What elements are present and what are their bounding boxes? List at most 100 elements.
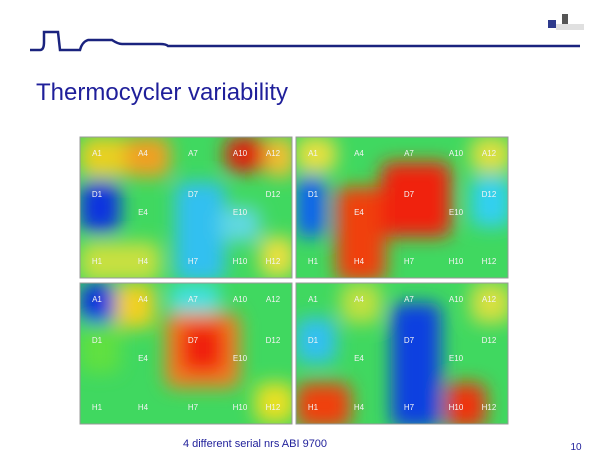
heatmap <box>80 137 292 278</box>
heatmap-panel: A1 A4 A7 A10 A12 D1 E4 D7 E10 D12 H1 H4 H7 H10 H12 <box>79 136 293 279</box>
well-label: H12 <box>266 403 281 412</box>
heat-blob <box>80 283 115 323</box>
well-label: A10 <box>233 295 248 304</box>
well-label: A12 <box>266 149 281 158</box>
heat-blob <box>446 383 486 424</box>
heatmap <box>296 283 508 424</box>
heat-blob <box>260 237 292 277</box>
well-label: E4 <box>138 208 148 217</box>
heatmap-blobs <box>296 137 508 278</box>
well-label: A1 <box>308 295 318 304</box>
well-label: E10 <box>449 208 464 217</box>
heat-blob <box>125 137 170 177</box>
page-number: 10 <box>570 442 582 453</box>
heat-blob <box>80 242 160 278</box>
well-label: A1 <box>92 149 102 158</box>
well-label: A4 <box>354 295 364 304</box>
well-label: D1 <box>308 190 319 199</box>
heat-blob <box>296 383 351 424</box>
well-label: E10 <box>449 354 464 363</box>
well-label: H4 <box>354 257 365 266</box>
well-label: D12 <box>266 190 281 199</box>
well-label: D7 <box>188 190 199 199</box>
well-label: H4 <box>138 257 149 266</box>
heat-blob <box>220 207 260 242</box>
well-label: D12 <box>482 336 497 345</box>
heat-blob <box>471 283 508 323</box>
well-label: A4 <box>138 295 148 304</box>
heat-blob <box>225 137 265 172</box>
heatmap <box>296 137 508 278</box>
well-label: A1 <box>308 149 318 158</box>
well-label: H10 <box>233 257 248 266</box>
well-label: H12 <box>482 403 497 412</box>
well-label: H1 <box>92 403 103 412</box>
well-label: D1 <box>92 336 103 345</box>
well-label: H7 <box>404 257 415 266</box>
well-label: A4 <box>354 149 364 158</box>
well-label: D7 <box>188 336 199 345</box>
heat-blob <box>391 303 441 424</box>
well-label: D7 <box>404 190 415 199</box>
well-label: H4 <box>354 403 365 412</box>
heat-blob <box>80 137 130 177</box>
heatmap-blobs <box>80 283 292 423</box>
well-label: D1 <box>308 336 319 345</box>
well-label: H1 <box>308 257 319 266</box>
well-label: H1 <box>308 403 319 412</box>
heat-blob <box>80 323 120 373</box>
heat-blob <box>341 283 381 323</box>
well-label: A7 <box>188 149 198 158</box>
well-label: E10 <box>233 208 248 217</box>
well-label: A12 <box>266 295 281 304</box>
heat-blob <box>80 182 120 232</box>
well-label: D12 <box>482 190 497 199</box>
logo <box>548 14 584 30</box>
heat-blob <box>336 187 386 278</box>
well-label: A1 <box>92 295 102 304</box>
well-label: E4 <box>354 354 364 363</box>
well-label: A7 <box>404 149 414 158</box>
heat-blob <box>180 323 225 373</box>
heat-blob <box>296 177 326 237</box>
well-label: E4 <box>138 354 148 363</box>
well-label: D12 <box>266 336 281 345</box>
well-label: A10 <box>233 149 248 158</box>
well-label: E4 <box>354 208 364 217</box>
well-label: A10 <box>449 295 464 304</box>
caption: 4 different serial nrs ABI 9700 <box>183 438 327 450</box>
well-label: A7 <box>188 295 198 304</box>
heat-blob <box>381 162 451 237</box>
well-label: H12 <box>266 257 281 266</box>
well-label: H10 <box>449 257 464 266</box>
well-label: H4 <box>138 403 149 412</box>
well-label: H7 <box>188 257 199 266</box>
well-label: A7 <box>404 295 414 304</box>
heatmap <box>80 283 292 424</box>
well-label: H10 <box>233 403 248 412</box>
well-label: A4 <box>138 149 148 158</box>
header-line <box>30 30 580 52</box>
heat-blob <box>471 137 508 172</box>
heatmap-panel: A1 A4 A7 A10 A12 D1 E4 D7 E10 D12 H1 H4 H7 H10 H12 <box>79 282 293 425</box>
heat-blob <box>170 283 220 313</box>
panel-border <box>295 136 509 279</box>
well-label: E10 <box>233 354 248 363</box>
well-label: D1 <box>92 190 103 199</box>
well-label: D7 <box>404 336 415 345</box>
well-label: A12 <box>482 295 497 304</box>
heat-blob <box>115 283 155 328</box>
heatmap-panel: A1 A4 A7 A10 A12 D1 E4 D7 E10 D12 H1 H4 H7 H10 H12 <box>295 282 509 425</box>
well-label: H1 <box>92 257 103 266</box>
well-label: A12 <box>482 149 497 158</box>
panel-border <box>79 136 293 279</box>
heatmap-blobs <box>296 283 508 424</box>
heatmap-panel: A1 A4 A7 A10 A12 D1 E4 D7 E10 D12 H1 H4 H7 H10 H12 <box>295 136 509 279</box>
heat-blob <box>296 318 336 363</box>
panel-border <box>79 282 293 425</box>
well-label: A10 <box>449 149 464 158</box>
well-label: H7 <box>404 403 415 412</box>
heat-blob <box>296 137 336 172</box>
